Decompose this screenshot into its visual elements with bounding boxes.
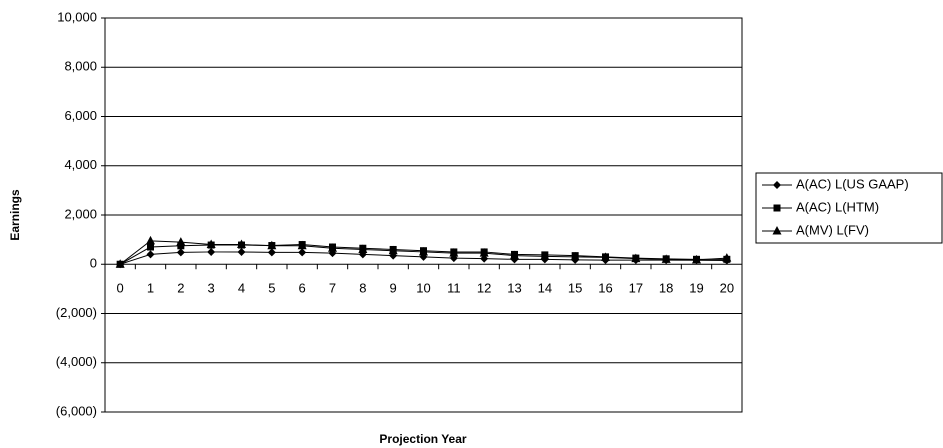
- y-tick-label: 0: [90, 256, 97, 271]
- data-point: [206, 239, 216, 249]
- x-tick-label: 18: [659, 281, 673, 296]
- data-point: [358, 244, 368, 253]
- data-point: [146, 235, 155, 245]
- y-tick-label: (2,000): [56, 305, 97, 320]
- data-point: [479, 248, 489, 257]
- y-tick-label: 10,000: [57, 9, 97, 24]
- x-tick-label: 0: [117, 281, 124, 296]
- data-point: [267, 248, 276, 257]
- x-tick-label: 2: [177, 281, 184, 296]
- x-tick-label: 16: [598, 281, 612, 296]
- data-point: [115, 259, 125, 268]
- data-point: [631, 253, 641, 263]
- y-axis-title: Earnings: [8, 189, 22, 241]
- x-tick-label: 3: [208, 281, 215, 296]
- data-point: [237, 247, 246, 256]
- y-tick-label: 4,000: [64, 157, 97, 172]
- legend-text: A(AC) L(HTM): [796, 199, 879, 214]
- data-point: [146, 250, 155, 259]
- x-tick-label: 14: [538, 281, 552, 296]
- y-tick-label: (6,000): [56, 403, 97, 418]
- data-point: [176, 237, 186, 246]
- x-tick-label: 11: [447, 281, 461, 296]
- x-tick-label: 15: [568, 281, 582, 296]
- legend-marker: [773, 204, 781, 212]
- data-point: [601, 252, 610, 261]
- data-point: [692, 254, 701, 264]
- y-tick-label: 2,000: [64, 206, 97, 221]
- data-point: [147, 243, 154, 251]
- data-point: [298, 248, 307, 257]
- x-tick-label: 4: [238, 281, 245, 296]
- data-point: [510, 250, 519, 260]
- data-point: [722, 253, 732, 262]
- x-tick-label: 6: [299, 281, 306, 296]
- x-tick-label: 12: [477, 281, 491, 296]
- data-point: [177, 242, 185, 250]
- data-point: [388, 245, 398, 255]
- x-tick-label: 8: [359, 281, 366, 296]
- x-tick-label: 5: [268, 281, 275, 296]
- legend: [755, 172, 943, 244]
- y-tick-label: 6,000: [64, 108, 97, 123]
- data-point: [449, 248, 459, 257]
- y-tick-label: (4,000): [56, 354, 97, 369]
- x-tick-label: 20: [720, 281, 734, 296]
- x-tick-label: 17: [629, 281, 643, 296]
- legend-marker: [772, 226, 782, 235]
- data-point: [328, 243, 337, 252]
- data-point: [267, 240, 277, 250]
- x-tick-label: 7: [329, 281, 336, 296]
- y-tick-label: 8,000: [64, 59, 97, 74]
- x-tick-label: 1: [147, 281, 154, 296]
- data-point: [207, 247, 216, 256]
- legend-text: A(AC) L(US GAAP): [796, 176, 909, 191]
- data-point: [570, 251, 580, 261]
- data-point: [540, 251, 550, 260]
- x-tick-label: 13: [507, 281, 521, 296]
- legend-text: A(MV) L(FV): [796, 222, 869, 237]
- x-axis-title: Projection Year: [379, 432, 466, 446]
- x-tick-label: 9: [390, 281, 397, 296]
- data-point: [176, 248, 185, 257]
- x-tick-label: 10: [416, 281, 430, 296]
- data-point: [661, 254, 671, 263]
- legend-marker: [773, 181, 781, 189]
- data-point: [419, 246, 428, 256]
- x-tick-label: 19: [689, 281, 703, 296]
- data-point: [297, 240, 307, 250]
- data-point: [237, 239, 246, 249]
